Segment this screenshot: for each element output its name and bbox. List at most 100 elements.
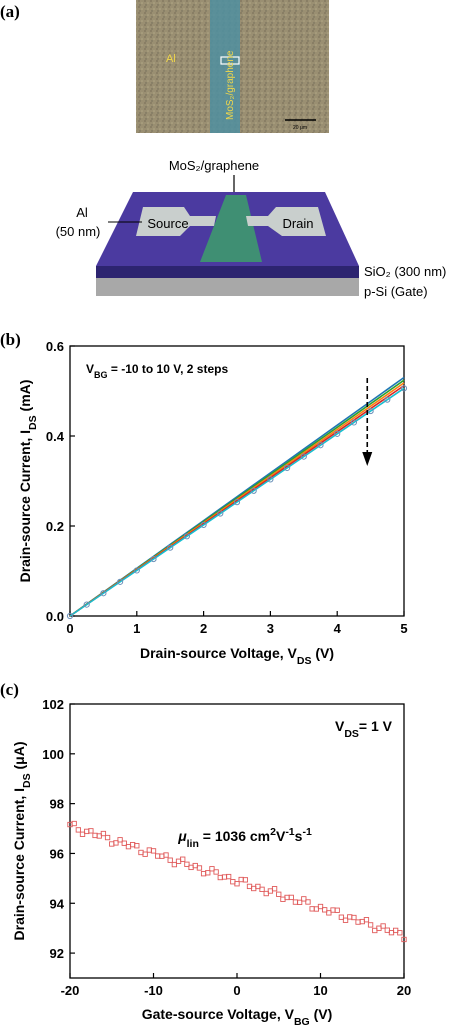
- c-y-tick-label: 96: [50, 846, 64, 861]
- c-data-point: [196, 865, 203, 871]
- c-data-point: [134, 843, 140, 849]
- scalebar-label: 20 μm: [293, 125, 307, 131]
- c-data-point: [259, 886, 265, 892]
- b-data-point: [384, 396, 391, 403]
- b-y-tick-label: 0.2: [46, 519, 64, 534]
- c-data-point: [301, 896, 307, 902]
- c-data-point: [234, 881, 240, 887]
- c-data-point: [338, 914, 345, 920]
- source-electrode: [136, 207, 216, 236]
- c-x-tick-label: 0: [233, 983, 240, 998]
- c-x-tick-label: -10: [144, 983, 163, 998]
- b-data-point: [250, 487, 257, 494]
- b-x-tick-label: 3: [267, 621, 274, 636]
- c-data-point: [401, 936, 407, 943]
- c-data-point: [351, 914, 357, 921]
- panel-label-b: (b): [0, 330, 21, 349]
- c-data-point: [121, 840, 127, 846]
- b-data-point: [350, 419, 357, 426]
- b-data-point: [400, 385, 408, 392]
- al-label-line2: (50 nm): [56, 224, 101, 239]
- b-x-tick-label: 0: [66, 621, 73, 636]
- c-data-point: [180, 856, 186, 862]
- c-data-point: [209, 866, 215, 872]
- c-data-point: [100, 830, 107, 837]
- b-y-tick-label: 0.0: [46, 609, 64, 624]
- iv-chart: 0 1 2 3 4 5 0.0 0.2 0.4 0.6 VBG = -10 to 10 V, 2 s…: [17, 339, 408, 667]
- c-y-tick-label: 102: [42, 697, 64, 712]
- c-data-point: [305, 899, 311, 905]
- c-x-tick-label: 10: [313, 983, 327, 998]
- c-y-tick-label: 92: [50, 946, 64, 961]
- c-data-point: [88, 828, 94, 834]
- c-data-point: [288, 894, 294, 901]
- c-data-point: [317, 903, 324, 910]
- c-data-point: [117, 837, 123, 843]
- c-data-point: [342, 917, 349, 923]
- b-data-point: [267, 476, 274, 483]
- c-y-axis-label: Drain-source Current, IDS (μA): [11, 742, 33, 941]
- c-data-point: [363, 917, 370, 923]
- device-schematic: MoS₂/graphene Source Drain Al (50 nm) Si…: [56, 158, 447, 299]
- b-data-point: [233, 499, 241, 506]
- c-data-point: [380, 923, 386, 929]
- c-data-point: [184, 861, 190, 867]
- c-annotation-vds: VDS= 1 V: [335, 718, 393, 740]
- source-label: Source: [147, 216, 188, 231]
- c-data-point: [397, 930, 403, 936]
- micrograph-al-label: Al: [166, 53, 176, 65]
- b-y-tick-label: 0.6: [46, 339, 64, 354]
- c-data-point: [367, 922, 374, 928]
- c-y-tick-label: 98: [50, 797, 64, 812]
- c-x-tick-label: 20: [397, 983, 411, 998]
- micrograph-marker: [220, 56, 240, 65]
- c-data-point: [255, 883, 261, 890]
- b-annotation: VBG = -10 to 10 V, 2 steps: [86, 362, 228, 380]
- sio2-label: SiO₂ (300 nm): [364, 264, 446, 279]
- b-arrow-head: [362, 452, 373, 466]
- c-data-point: [163, 852, 169, 858]
- drain-electrode: [246, 207, 326, 236]
- b-data-point: [284, 464, 291, 472]
- sio2-side: [96, 266, 359, 278]
- b-data-point: [200, 521, 207, 529]
- c-data-point: [296, 899, 303, 906]
- transfer-chart: -20 -10 0 10 20 92 94 96 98 100 102 VDS= 1 V μlin = …: [11, 697, 411, 1028]
- b-y-axis-label: Drain-source Current, IDS (mA): [17, 380, 39, 583]
- b-data-point: [217, 510, 224, 517]
- micrograph-channel: [210, 0, 240, 133]
- c-data-point: [225, 873, 232, 880]
- b-x-tick-label: 5: [400, 621, 407, 636]
- si-label: p-Si (Gate): [364, 284, 428, 299]
- b-plot-frame: [69, 345, 405, 617]
- c-data-point: [276, 891, 282, 897]
- b-data-point: [183, 533, 190, 540]
- b-x-axis-label: Drain-source Voltage, VDS (V): [140, 645, 334, 667]
- c-x-tick-label: -20: [61, 983, 80, 998]
- c-data-point: [334, 907, 340, 913]
- micrograph-channel-label: MoS₂/graphene: [225, 50, 236, 120]
- c-data-point: [326, 910, 332, 916]
- panel-label-a: (a): [0, 2, 20, 21]
- b-series-line-4: [69, 387, 405, 617]
- c-data-point: [79, 831, 86, 837]
- c-data-point: [213, 869, 219, 875]
- c-data-point: [104, 834, 111, 841]
- c-data-point: [171, 861, 178, 868]
- al-label-line1: Al: [76, 205, 88, 220]
- c-data-point: [242, 877, 248, 883]
- c-y-tick-label: 94: [50, 896, 65, 911]
- b-data-point: [133, 567, 140, 574]
- device-figure: Al MoS₂/graphene 20 μm MoS₂/graphene Sou…: [56, 0, 447, 299]
- optical-micrograph: Al MoS₂/graphene 20 μm: [136, 0, 329, 133]
- schematic-top-label: MoS₂/graphene: [169, 158, 259, 173]
- c-data-point: [167, 857, 173, 863]
- b-data-point: [117, 578, 124, 585]
- b-data-point: [334, 430, 341, 437]
- c-data-point: [205, 870, 211, 876]
- drain-label: Drain: [282, 216, 313, 231]
- b-data-point: [66, 612, 74, 620]
- c-y-tick-label: 100: [42, 747, 64, 762]
- panel-label-c: (c): [0, 680, 19, 699]
- b-data-point: [167, 544, 174, 551]
